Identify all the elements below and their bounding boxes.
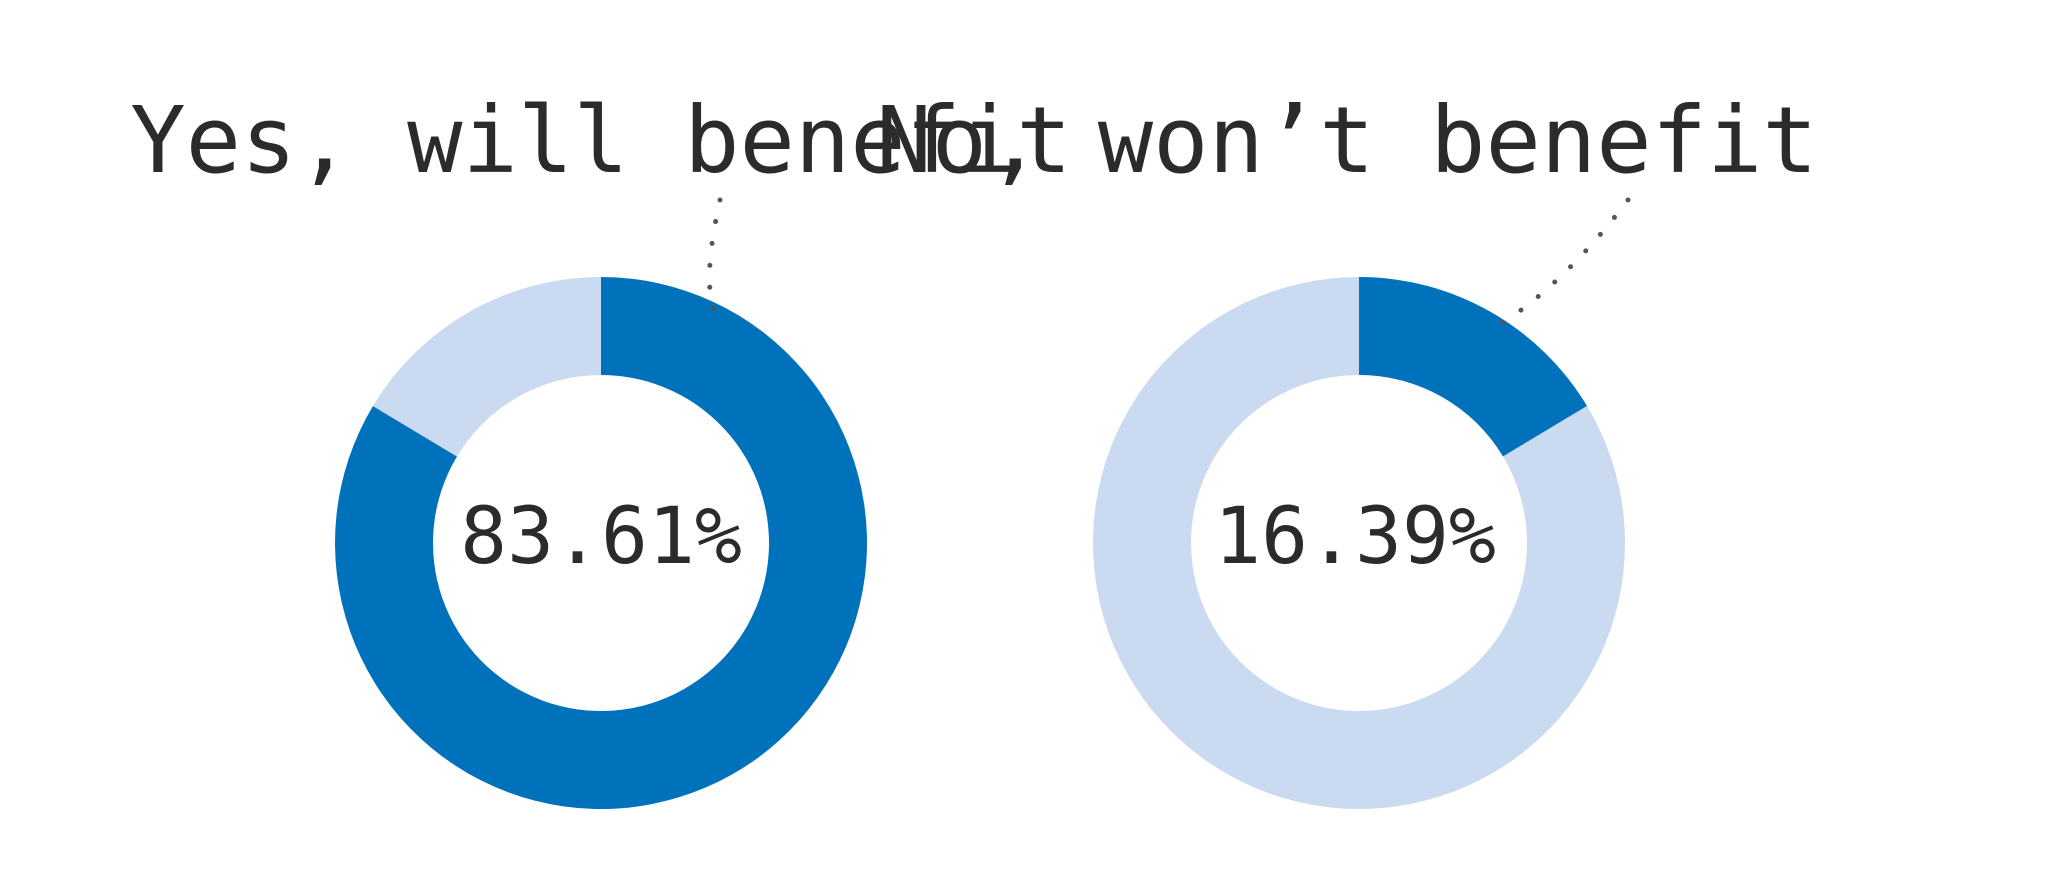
- donut-chart-yes: Yes, will benefit 83.61%: [130, 87, 1072, 809]
- chart-title-no: No, won’t benefit: [876, 87, 1818, 194]
- donut-slice-1-0: [1359, 277, 1588, 457]
- center-label-no: 16.39%: [1214, 492, 1496, 582]
- donut-slice-0-1: [372, 277, 601, 457]
- leader-line-no: [1485, 197, 1631, 335]
- chart-title-yes: Yes, will benefit: [130, 87, 1072, 194]
- leader-line-yes: [707, 197, 723, 321]
- donut-no-slices: [1093, 277, 1626, 810]
- donut-chart-no: No, won’t benefit 16.39%: [876, 87, 1818, 810]
- center-label-yes: 83.61%: [460, 492, 742, 582]
- donut-slice-1-1: [1093, 277, 1626, 810]
- donut-yes-slices: [335, 277, 868, 809]
- donut-slice-0-0: [335, 277, 868, 809]
